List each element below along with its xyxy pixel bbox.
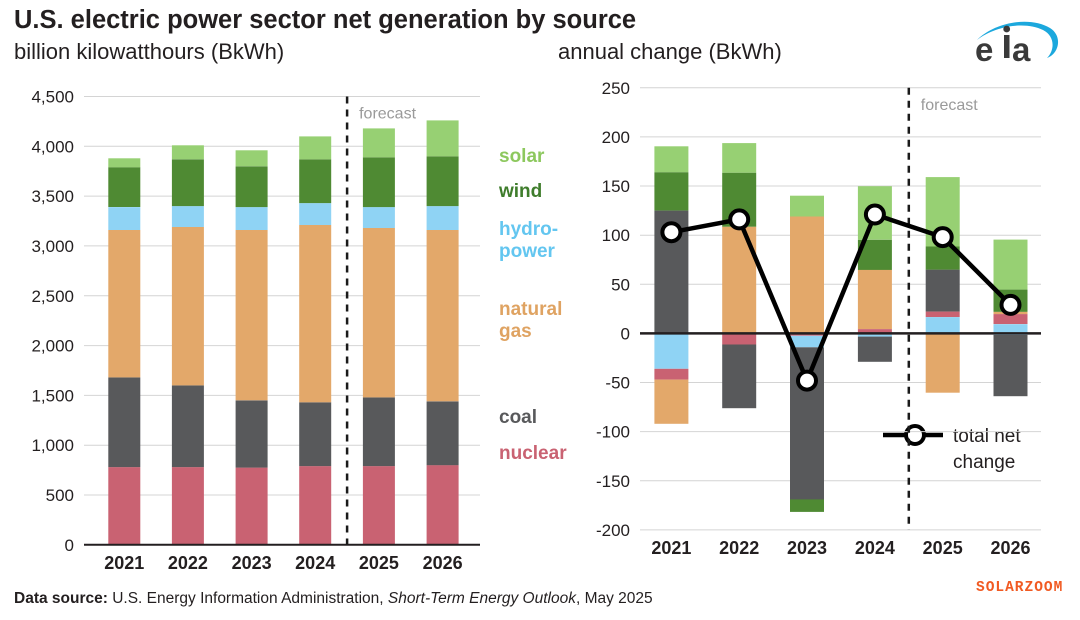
svg-text:150: 150 bbox=[602, 177, 630, 196]
svg-text:2026: 2026 bbox=[990, 538, 1030, 558]
svg-text:2024: 2024 bbox=[855, 538, 895, 558]
svg-text:-100: -100 bbox=[596, 423, 630, 442]
svg-text:2021: 2021 bbox=[651, 538, 691, 558]
svg-text:-200: -200 bbox=[596, 521, 630, 540]
svg-text:100: 100 bbox=[602, 226, 630, 245]
svg-text:forecast: forecast bbox=[921, 97, 978, 114]
svg-text:200: 200 bbox=[602, 128, 630, 147]
svg-text:50: 50 bbox=[611, 275, 630, 294]
svg-text:0: 0 bbox=[621, 324, 630, 343]
svg-text:2025: 2025 bbox=[923, 538, 963, 558]
svg-text:2023: 2023 bbox=[787, 538, 827, 558]
svg-text:2022: 2022 bbox=[719, 538, 759, 558]
svg-text:-150: -150 bbox=[596, 472, 630, 491]
svg-text:250: 250 bbox=[602, 79, 630, 98]
svg-text:-50: -50 bbox=[605, 374, 630, 393]
